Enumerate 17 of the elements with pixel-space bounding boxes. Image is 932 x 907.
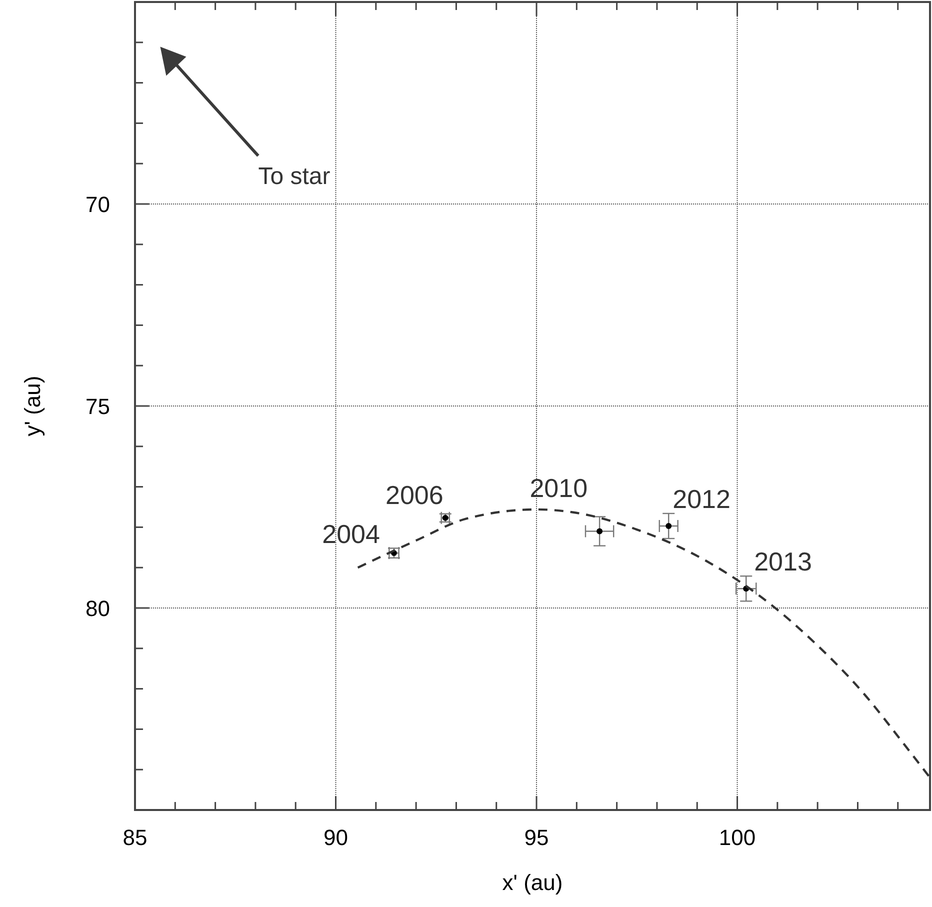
y-tick-label: 75 [86,394,110,419]
x-tick-label: 90 [324,825,348,850]
annotation: 2012 [672,484,730,514]
point [596,528,603,534]
x-tick-label: 85 [122,825,148,850]
y-tick-label: 80 [86,596,110,621]
x-tick-label: 95 [524,825,549,850]
x-axis-title: x' (au) [502,870,563,895]
annotation: 2006 [386,480,444,510]
annotation: To star [258,162,330,190]
annotation: 2004 [322,519,380,550]
annotation: 2010 [530,473,588,504]
y-tick-label: 70 [86,192,110,217]
annotation: 2013 [754,546,812,577]
x-tick-label: 100 [718,825,756,850]
y-axis-title: y' (au) [20,376,45,436]
point [666,522,672,529]
